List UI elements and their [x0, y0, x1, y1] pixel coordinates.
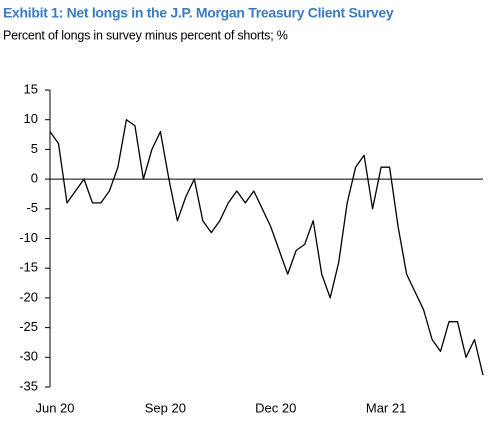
y-tick-label: -10 — [19, 230, 38, 245]
y-tick-label: 10 — [24, 111, 38, 126]
line — [49, 119, 484, 376]
y-tick-label: -25 — [19, 319, 38, 334]
y-tick-label: 15 — [24, 81, 38, 96]
chart-subtitle: Percent of longs in survey minus percent… — [3, 28, 288, 42]
y-tick-label: -35 — [19, 378, 38, 393]
chart-title: Exhibit 1: Net longs in the J.P. Morgan … — [3, 5, 394, 21]
y-tick-label: 5 — [31, 141, 38, 156]
y-tick-label: -20 — [19, 289, 38, 304]
y-tick-label: -30 — [19, 349, 38, 364]
x-tick-label: Mar 21 — [366, 400, 406, 415]
y-tick-label: 0 — [31, 171, 38, 186]
x-tick-label: Jun 20 — [35, 400, 74, 415]
x-tick-label: Sep 20 — [145, 400, 186, 415]
y-tick-label: -5 — [26, 200, 38, 215]
x-tick-label: Dec 20 — [255, 400, 296, 415]
y-tick-label: -15 — [19, 260, 38, 275]
